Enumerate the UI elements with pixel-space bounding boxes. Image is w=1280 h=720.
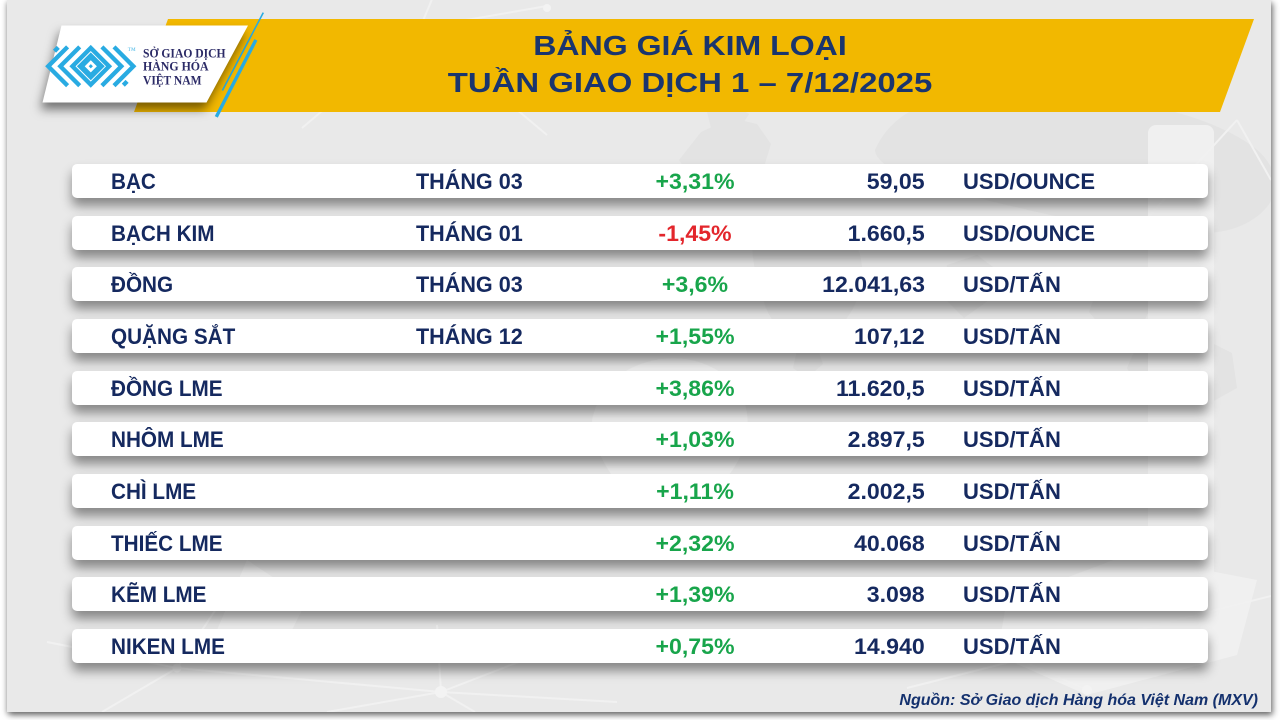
- svg-text:VIỆT NAM: VIỆT NAM: [143, 73, 202, 87]
- svg-text:™: ™: [128, 45, 136, 55]
- svg-text:SỞ GIAO DỊCH: SỞ GIAO DỊCH: [143, 47, 226, 61]
- svg-text:HÀNG HÓA: HÀNG HÓA: [143, 59, 209, 73]
